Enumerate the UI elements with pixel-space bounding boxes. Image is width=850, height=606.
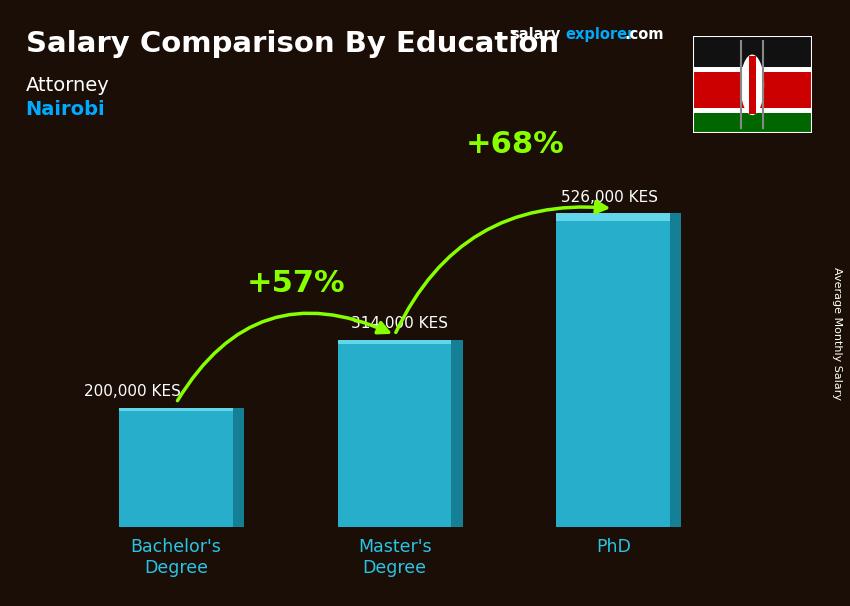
Text: 526,000 KES: 526,000 KES [561, 190, 658, 205]
Bar [337, 340, 451, 527]
Bar [693, 113, 812, 133]
Bar [749, 56, 756, 114]
Text: Attorney: Attorney [26, 76, 110, 95]
Text: 314,000 KES: 314,000 KES [351, 316, 448, 331]
Bar [557, 213, 670, 527]
Ellipse shape [740, 55, 764, 115]
Bar [119, 408, 233, 411]
Text: +57%: +57% [247, 268, 346, 298]
Text: Nairobi: Nairobi [26, 100, 105, 119]
Text: +68%: +68% [466, 130, 564, 159]
Bar [693, 108, 812, 115]
Text: Salary Comparison By Education: Salary Comparison By Education [26, 30, 558, 58]
Text: .com: .com [625, 27, 664, 42]
Text: explorer: explorer [565, 27, 635, 42]
Bar [693, 36, 812, 69]
Polygon shape [451, 340, 463, 527]
Polygon shape [670, 213, 682, 527]
Bar [693, 67, 812, 74]
Bar [557, 213, 670, 221]
Bar [693, 72, 812, 108]
Bar [337, 340, 451, 344]
Polygon shape [233, 408, 244, 527]
Text: Average Monthly Salary: Average Monthly Salary [832, 267, 842, 400]
Text: 200,000 KES: 200,000 KES [84, 384, 181, 399]
Bar [119, 408, 233, 527]
Text: salary: salary [510, 27, 560, 42]
